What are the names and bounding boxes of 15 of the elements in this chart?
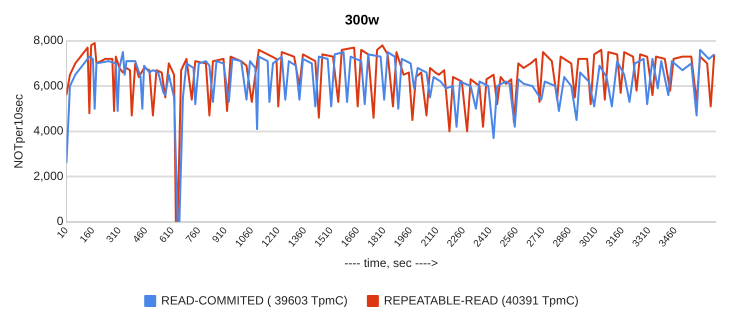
x-tick-label: 160 (78, 224, 98, 246)
y-tick-label: 4,000 (33, 124, 64, 138)
x-tick-label: 310 (104, 224, 124, 246)
y-axis-title: NOTper10sec (12, 94, 26, 169)
y-tick-label: 6,000 (33, 78, 64, 92)
x-tick-label: 610 (158, 224, 178, 246)
x-axis-title: ---- time, sec ----> (344, 256, 438, 270)
chart-title: 300w (344, 11, 380, 28)
legend-label: REPEATABLE-READ (40391 TpmC) (384, 293, 579, 308)
y-tick-label: 8,000 (33, 33, 64, 48)
x-tick-label: 460 (131, 224, 151, 246)
y-tick-label: 2,000 (33, 168, 64, 183)
x-tick-label: 910 (210, 224, 230, 246)
legend-label: READ-COMMITED ( 39603 TpmC) (161, 293, 348, 308)
x-tick-label: 760 (184, 224, 204, 246)
